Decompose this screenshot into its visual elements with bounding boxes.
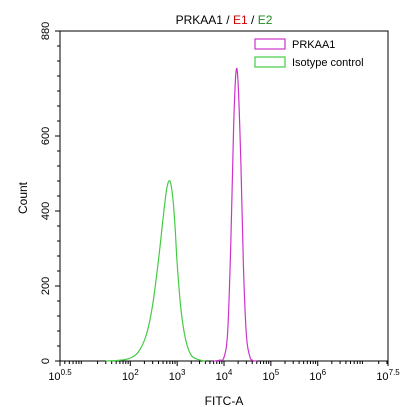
title-part-2: E1 — [233, 13, 248, 27]
legend-label: Isotype control — [292, 57, 364, 69]
y-axis: 0 200 400 600 880 — [40, 22, 60, 364]
chart-title-text: PRKAA1 / E1 / E2 — [176, 13, 273, 27]
y-tick-label: 200 — [40, 277, 52, 295]
x-tick-label: 104 — [216, 368, 233, 383]
x-tick-label: 107.5 — [376, 368, 400, 383]
y-tick-label: 600 — [40, 127, 52, 145]
legend: PRKAA1 Isotype control — [254, 38, 364, 69]
y-tick-label: 400 — [40, 202, 52, 220]
series-line-1 — [105, 180, 206, 362]
y-tick-label: 0 — [40, 358, 52, 364]
series-group — [105, 67, 257, 362]
legend-swatch — [254, 38, 286, 50]
x-tick-label: 102 — [122, 368, 139, 383]
series-line-0 — [213, 67, 257, 362]
x-axis-label: FITC-A — [205, 394, 244, 407]
title-part-3: / — [248, 13, 258, 27]
legend-swatch — [254, 56, 286, 68]
legend-label: PRKAA1 — [292, 39, 335, 51]
title-part-1: / — [223, 13, 233, 27]
title-part-0: PRKAA1 — [176, 13, 224, 27]
x-tick-label: 105 — [263, 368, 280, 383]
x-axis: 100.5 102 103 104 105 106 107.5 — [48, 361, 400, 383]
title-part-4: E2 — [258, 13, 273, 27]
y-axis-label: Count — [16, 181, 30, 214]
y-tick-label: 880 — [40, 22, 52, 40]
x-tick-label: 100.5 — [48, 368, 72, 383]
plot-frame — [59, 30, 389, 362]
x-tick-label: 103 — [169, 368, 186, 383]
chart-title: PRKAA1 / E1 / E2 — [176, 13, 273, 27]
x-tick-label: 106 — [309, 368, 326, 383]
